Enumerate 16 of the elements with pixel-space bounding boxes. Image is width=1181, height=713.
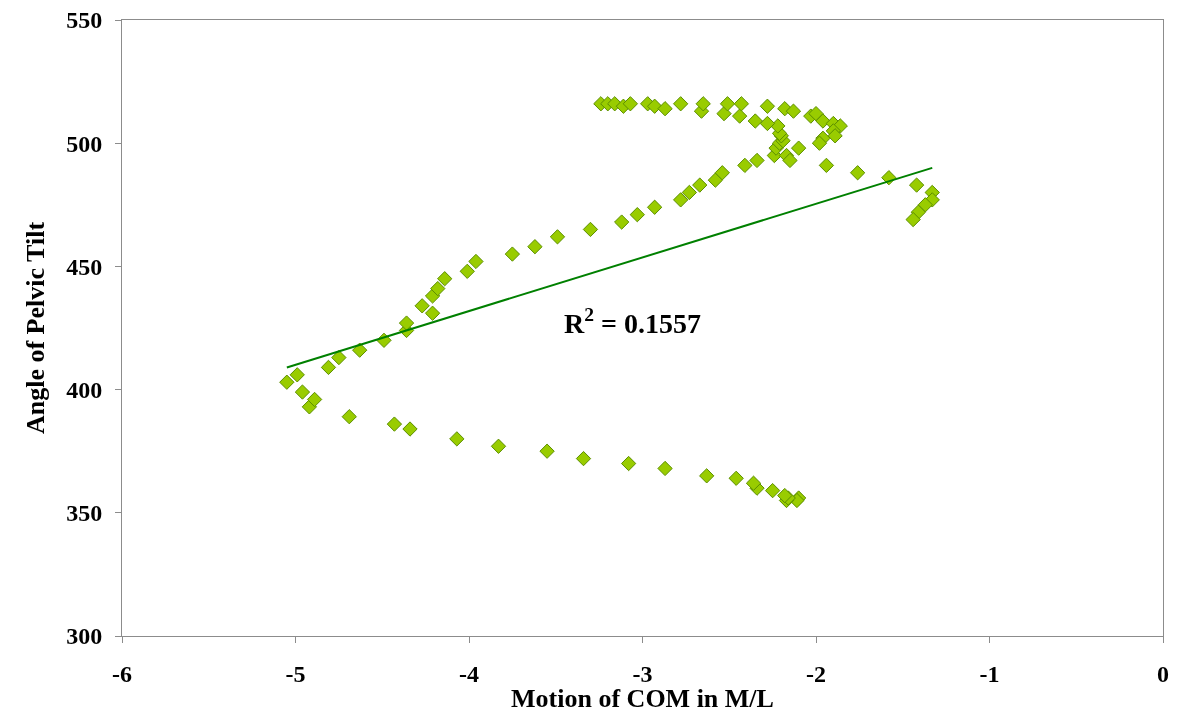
y-tick-label: 300 [66, 623, 103, 650]
x-tick-label: -5 [285, 660, 306, 687]
y-axis-title: Angle of Pelvic Tilt [20, 221, 50, 435]
x-tick-label: -4 [459, 660, 479, 687]
y-tick-label: 450 [66, 253, 103, 280]
x-tick-label: -2 [806, 660, 826, 687]
y-tick-label: 350 [66, 500, 103, 527]
x-tick-label: -3 [632, 660, 653, 687]
y-tick-label: 500 [66, 130, 103, 157]
x-axis-title: Motion of COM in M/L [511, 684, 774, 713]
y-tick-label: 400 [66, 377, 103, 403]
y-tick-label: 550 [66, 7, 103, 34]
annotation: R$^{2}$ = 0.1557 [564, 304, 701, 339]
x-tick-label: 0 [1157, 660, 1169, 687]
x-tick-label: -1 [979, 660, 1000, 687]
x-tick-label: -6 [112, 660, 132, 687]
